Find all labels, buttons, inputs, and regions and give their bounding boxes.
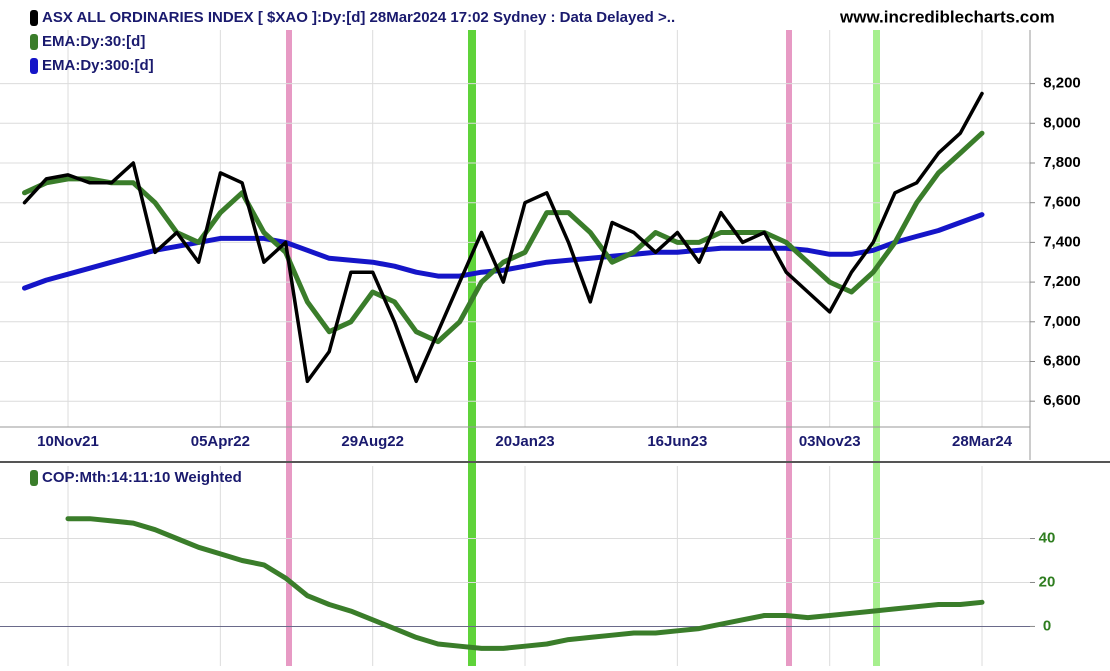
legend-marker [30, 10, 38, 26]
x-tick-label: 28Mar24 [952, 433, 1013, 450]
x-tick-label: 05Apr22 [191, 433, 250, 450]
legend: ASX ALL ORDINARIES INDEX [ $XAO ]:Dy:[d]… [30, 9, 675, 486]
source: www.incrediblecharts.com [839, 7, 1055, 26]
y-tick-label: 7,000 [1043, 313, 1081, 330]
series-line [65, 516, 985, 651]
legend-marker [30, 470, 38, 486]
legend-label: COP:Mth:14:11:10 Weighted [42, 469, 242, 486]
x-tick-label: 20Jan23 [495, 433, 554, 450]
y-tick-label: 7,800 [1043, 154, 1081, 171]
x-tick-label: 10Nov21 [37, 433, 99, 450]
band-pink [786, 30, 792, 666]
y-tick-label: 0 [1043, 617, 1051, 634]
band-green [468, 30, 476, 666]
legend-label: ASX ALL ORDINARIES INDEX [ $XAO ]:Dy:[d]… [42, 9, 675, 26]
y-tick-label: 7,600 [1043, 194, 1081, 211]
signal-bands [286, 30, 880, 666]
y-tick-label: 7,400 [1043, 233, 1081, 250]
band-lightgreen [873, 30, 880, 666]
band-pink [286, 30, 292, 666]
y-tick-label: 7,200 [1043, 273, 1081, 290]
y-tick-label: 20 [1039, 573, 1056, 590]
y-tick-label: 8,000 [1043, 114, 1081, 131]
y-tick-label: 40 [1039, 529, 1056, 546]
legend-marker [30, 34, 38, 50]
series-line [22, 91, 984, 384]
y-tick-label: 8,200 [1043, 75, 1081, 92]
x-tick-label: 03Nov23 [799, 433, 861, 450]
legend-label: EMA:Dy:30:[d] [42, 33, 145, 50]
legend-label: EMA:Dy:300:[d] [42, 57, 154, 74]
x-tick-label: 16Jun23 [647, 433, 707, 450]
series-line [22, 130, 985, 345]
x-tick-label: 29Aug22 [341, 433, 404, 450]
y-tick-label: 6,800 [1043, 352, 1081, 369]
y-tick-label: 6,600 [1043, 392, 1081, 409]
plot [22, 91, 985, 651]
legend-marker [30, 58, 38, 74]
